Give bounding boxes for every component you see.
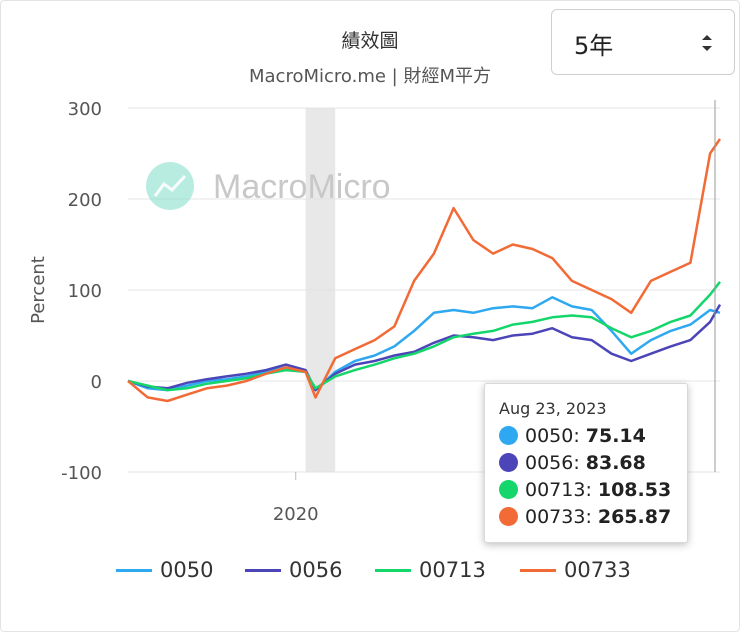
series-dot-0056 xyxy=(499,453,518,472)
chart-subtitle: MacroMicro.me | 財經M平方 xyxy=(249,66,491,87)
legend-item-00713[interactable]: 00713 xyxy=(375,558,486,582)
series-line-0050 xyxy=(127,296,721,392)
series-line-0056 xyxy=(127,303,722,392)
chevron-updown-icon xyxy=(702,35,712,51)
y-tick-label: 300 xyxy=(68,99,102,120)
tooltip-name: 0050 xyxy=(525,424,574,447)
tooltip: Aug 23, 2023 0050: 75.14 0056: 83.68 007… xyxy=(484,383,688,543)
series-line-00713 xyxy=(127,281,721,392)
chart-legend: 0050 0056 00713 00733 xyxy=(0,558,740,592)
tooltip-row-0056: 0056: 83.68 xyxy=(499,449,673,476)
series-dot-00733 xyxy=(499,507,518,526)
series-line-00733 xyxy=(127,138,722,403)
time-range-value: 5年 xyxy=(574,32,614,60)
y-tick-label: 0 xyxy=(91,372,102,393)
tooltip-name: 00733 xyxy=(525,505,586,528)
legend-swatch xyxy=(375,568,411,572)
legend-item-0050[interactable]: 0050 xyxy=(116,558,213,582)
y-tick-label: 200 xyxy=(68,190,102,211)
tooltip-value: 83.68 xyxy=(585,451,646,474)
time-range-select[interactable]: 5年 xyxy=(551,9,735,75)
legend-label: 00733 xyxy=(564,558,631,582)
chart-logo-icon xyxy=(146,162,194,210)
tooltip-date: Aug 23, 2023 xyxy=(499,399,607,418)
watermark: MacroMicro xyxy=(146,162,391,210)
tooltip-value: 75.14 xyxy=(585,424,646,447)
chart-title: 績效圖 xyxy=(341,30,399,52)
legend-label: 0056 xyxy=(289,558,343,582)
x-tick-label: 2020 xyxy=(273,504,319,525)
legend-item-00733[interactable]: 00733 xyxy=(520,558,631,582)
tooltip-value: 108.53 xyxy=(597,478,672,501)
tooltip-name: 00713 xyxy=(525,478,586,501)
legend-swatch xyxy=(116,568,152,572)
series-dot-0050 xyxy=(499,426,518,445)
y-tick-label: -100 xyxy=(61,463,102,484)
tooltip-name: 0056 xyxy=(525,451,574,474)
tooltip-row-00713: 00713: 108.53 xyxy=(499,476,673,503)
tooltip-row-00733: 00733: 265.87 xyxy=(499,503,673,530)
tooltip-value: 265.87 xyxy=(597,505,672,528)
legend-swatch xyxy=(245,568,281,572)
shaded-band xyxy=(305,108,336,472)
legend-swatch xyxy=(520,568,556,572)
legend-label: 00713 xyxy=(419,558,486,582)
series-dot-00713 xyxy=(499,480,518,499)
watermark-text: MacroMicro xyxy=(213,168,391,206)
y-tick-label: 100 xyxy=(68,281,102,302)
y-axis-label: Percent xyxy=(28,256,49,324)
tooltip-row-0050: 0050: 75.14 xyxy=(499,422,673,449)
legend-label: 0050 xyxy=(160,558,214,582)
legend-item-0056[interactable]: 0056 xyxy=(245,558,342,582)
